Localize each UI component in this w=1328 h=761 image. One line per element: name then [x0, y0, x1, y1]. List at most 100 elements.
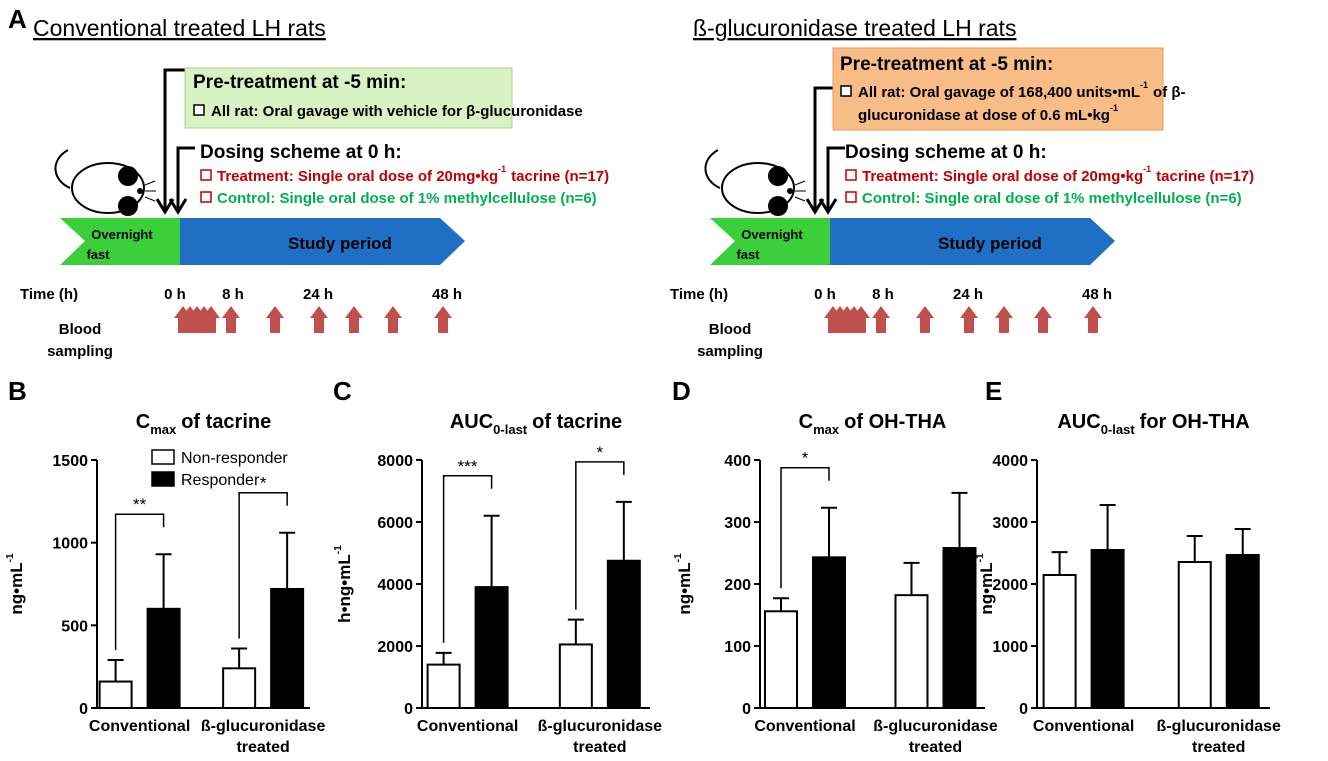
sampling-arrow [916, 306, 934, 333]
fast-phase [710, 218, 830, 265]
arrowhead [805, 198, 825, 215]
y-tick-label: 0 [79, 701, 88, 718]
y-axis-label-text: ng•mL [7, 562, 26, 614]
sampling-arrow [872, 306, 890, 333]
y-axis-label-text: ng•mL [675, 562, 694, 614]
chart-title: Cmax of OH-THA [799, 411, 947, 437]
bar [606, 559, 641, 709]
treatment-line: Treatment: Single oral dose of 20mg•kg-1… [217, 164, 609, 185]
bar [474, 586, 509, 709]
y-axis-label: ng•mL-1 [673, 553, 694, 615]
y-axis-label: h•ng•mL-1 [333, 545, 354, 623]
significance-bracket [780, 466, 830, 589]
treatment-line: Treatment: Single oral dose of 20mg•kg-1… [862, 164, 1254, 185]
y-tick-label: 4000 [992, 453, 1028, 470]
significance-bracket [442, 475, 493, 643]
category-text: ß-glucuronidase treated [1156, 718, 1281, 756]
y-tick-label: 2000 [992, 577, 1028, 594]
category-text: ß-glucuronidase treated [537, 718, 663, 756]
x-tick-label: Conventional [1033, 718, 1134, 735]
dosing-title: Dosing scheme at 0 h: [200, 142, 402, 163]
pretreatment-line: glucuronidase at dose of 0.6 mL•kg-1 [858, 103, 1118, 124]
significance-label: *** [458, 457, 478, 476]
phase-label: Overnight [741, 227, 803, 242]
pretreatment-line: All rat: Oral gavage of 168,400 units•mL… [858, 80, 1186, 101]
fast-phase [60, 218, 180, 265]
x-tick-label: Conventional [89, 718, 190, 735]
sampling-arrow [960, 306, 978, 333]
control-line-text: Control: Single oral dose of 1% methylce… [217, 190, 597, 207]
checkbox [845, 191, 857, 203]
panel-label: D [672, 376, 691, 406]
arrowhead [155, 198, 175, 215]
treatment-line-sup: -1 [498, 164, 506, 174]
error-bar [435, 651, 452, 665]
y-axis-label-sup: -1 [5, 553, 16, 562]
chart-title: AUC0-last for OH-THA [1057, 411, 1249, 437]
y-axis-label: ng•mL-1 [975, 553, 996, 615]
phase-label: fast [736, 247, 760, 262]
bar [222, 667, 257, 710]
y-tick-label: 1000 [52, 536, 88, 553]
checkbox [845, 169, 857, 181]
control-line: Control: Single oral dose of 1% methylce… [862, 190, 1242, 207]
dosing-title: Dosing scheme at 0 h: [845, 142, 1047, 163]
group-heading: Conventional treated LH rats [33, 15, 326, 41]
pretreatment-line-text: All rat: Oral gavage with vehicle for β-… [211, 103, 583, 120]
sampling-arrow [434, 306, 452, 333]
error-bar [107, 659, 124, 682]
bar [558, 643, 593, 710]
sampling-arrow [852, 306, 870, 333]
error-bar [615, 500, 632, 561]
legend-swatch [151, 449, 175, 465]
bar [1042, 574, 1077, 710]
rat-icon [54, 149, 156, 216]
control-line: Control: Single oral dose of 1% methylce… [217, 190, 597, 207]
treatment-line-rest: tacrine (n=17) [511, 168, 609, 185]
y-tick-label: 0 [742, 701, 751, 718]
study-phase [830, 218, 1115, 265]
error-bar [1051, 551, 1068, 576]
time-tick: 8 h [222, 286, 244, 303]
pretreatment-box [184, 67, 513, 129]
sampling-arrow [310, 306, 328, 333]
sampling-label: sampling [47, 343, 113, 360]
pretreatment-arrow [163, 68, 185, 212]
time-tick: 0 h [814, 286, 836, 303]
panel-label: B [8, 376, 27, 406]
pretreatment-box [832, 47, 1164, 131]
panel-label: C [333, 376, 352, 406]
pretreatment-line-sup: -1 [1110, 103, 1118, 113]
bar [98, 680, 133, 710]
sampling-arrow [202, 306, 220, 333]
sampling-arrow [1084, 306, 1102, 333]
pretreatment-title: Pre-treatment at -5 min: [840, 54, 1053, 75]
treatment-line-sup: -1 [1143, 164, 1151, 174]
significance-bracket [575, 461, 625, 610]
legend-swatch [151, 471, 175, 487]
checkbox [840, 85, 852, 97]
x-tick-label: ß-glucuronidase treated [873, 718, 998, 756]
pretreatment-line-rest: of β- [1153, 84, 1185, 101]
y-tick-label: 1000 [992, 639, 1028, 656]
y-tick-label: 300 [724, 515, 751, 532]
y-axis-label-sup: -1 [975, 553, 986, 562]
sampling-label: Blood [709, 321, 752, 338]
title-text: of tacrine [181, 411, 271, 433]
category-text: Conventional [754, 718, 856, 735]
error-bar [1186, 534, 1203, 562]
y-tick-label: 500 [61, 618, 88, 635]
title-sub: max [813, 422, 840, 437]
panel-label: A [8, 4, 27, 34]
y-axis-label-text: h•ng•mL [335, 554, 354, 623]
category-text: ß-glucuronidase treated [200, 718, 326, 756]
significance-bracket [238, 491, 288, 639]
bar [894, 594, 929, 709]
error-bar [231, 647, 248, 669]
pretreatment-line-sup: -1 [1140, 80, 1148, 90]
y-tick-label: 400 [724, 453, 751, 470]
category-text: ß-glucuronidase treated [873, 718, 998, 756]
significance-label: ** [133, 495, 147, 514]
checkbox [200, 169, 212, 181]
